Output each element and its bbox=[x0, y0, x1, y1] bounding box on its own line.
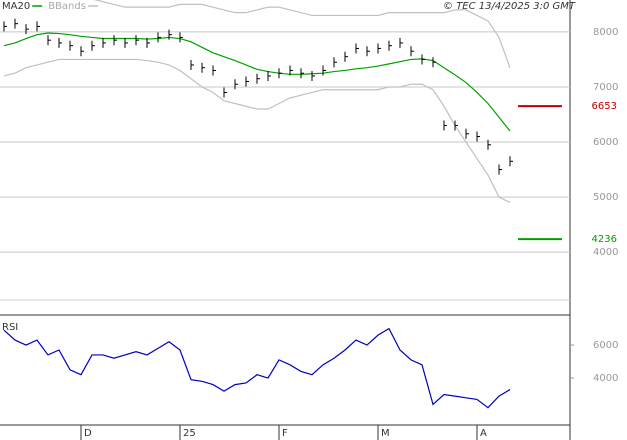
y-tick-label: 4000 bbox=[593, 373, 618, 384]
y-tick-label: 7000 bbox=[593, 82, 618, 93]
level-label: 6653 bbox=[592, 101, 617, 112]
credit: © TEC 13/4/2025 3:0 GMT bbox=[443, 1, 576, 12]
bband-upper bbox=[93, 0, 511, 68]
y-tick-label: 8000 bbox=[593, 27, 618, 38]
y-tick-label: 4000 bbox=[593, 247, 618, 258]
y-tick-label: 6000 bbox=[593, 137, 618, 148]
legend: MA20 BBands bbox=[2, 1, 98, 12]
bband-lower bbox=[3, 58, 511, 204]
x-tick-label: 25 bbox=[183, 428, 196, 439]
y-tick-label: 6000 bbox=[593, 340, 618, 351]
legend-label: BBands bbox=[48, 1, 86, 12]
panel-title: RSI bbox=[2, 322, 18, 333]
rsi-line bbox=[3, 327, 511, 409]
x-tick-label: D bbox=[84, 428, 92, 439]
x-tick-label: A bbox=[480, 428, 487, 439]
x-tick-label: M bbox=[381, 428, 390, 439]
x-tick-label: F bbox=[282, 428, 288, 439]
plot-area bbox=[3, 0, 513, 204]
legend-label: MA20 bbox=[2, 1, 30, 12]
y-tick-label: 5000 bbox=[593, 192, 618, 203]
level-label: 4236 bbox=[592, 234, 617, 245]
ma-line bbox=[3, 32, 511, 132]
